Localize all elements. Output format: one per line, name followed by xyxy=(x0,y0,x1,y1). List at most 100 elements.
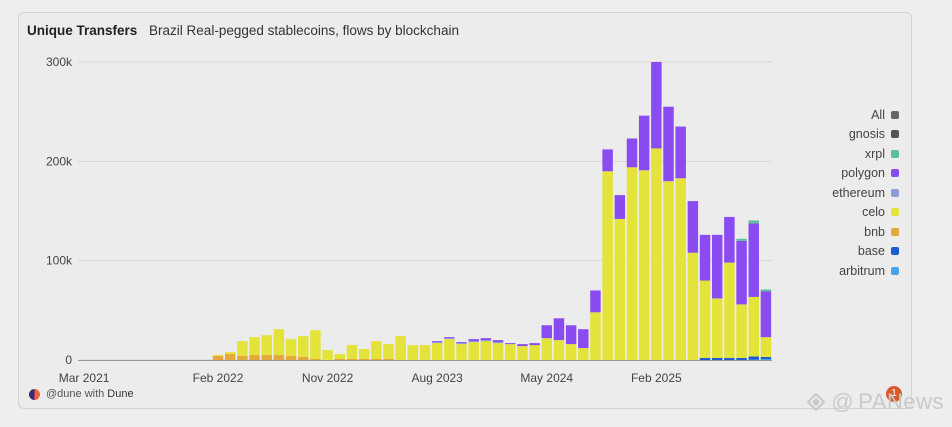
bar-bnb[interactable] xyxy=(249,355,260,360)
bar-ethereum[interactable] xyxy=(468,341,479,343)
bar-celo[interactable] xyxy=(565,344,577,360)
bar-polygon[interactable] xyxy=(760,291,772,338)
bar-polygon[interactable] xyxy=(541,325,552,339)
bar-celo[interactable] xyxy=(504,344,516,360)
bar-celo[interactable] xyxy=(444,339,455,360)
bar-polygon[interactable] xyxy=(602,149,613,172)
bar-xrpl[interactable] xyxy=(760,289,772,292)
bar-celo[interactable] xyxy=(431,343,443,360)
bar-celo[interactable] xyxy=(358,349,370,360)
bar-bnb[interactable] xyxy=(298,357,309,360)
bar-celo[interactable] xyxy=(371,341,382,360)
bar-ethereum[interactable] xyxy=(480,340,492,342)
bar-polygon[interactable] xyxy=(468,339,479,342)
bar-polygon[interactable] xyxy=(699,234,711,281)
bar-celo[interactable] xyxy=(651,148,662,360)
bar-arbitrum[interactable] xyxy=(748,359,759,361)
bar-celo[interactable] xyxy=(212,355,224,357)
bar-polygon[interactable] xyxy=(675,126,686,179)
legend-item-xrpl[interactable]: xrpl xyxy=(749,144,899,164)
bar-bnb[interactable] xyxy=(371,359,382,360)
bar-polygon[interactable] xyxy=(663,106,674,182)
bar-polygon[interactable] xyxy=(626,138,638,168)
bar-bnb[interactable] xyxy=(383,359,394,360)
bar-celo[interactable] xyxy=(590,312,601,360)
bar-polygon[interactable] xyxy=(724,216,735,263)
bar-base[interactable] xyxy=(748,356,759,360)
bar-celo[interactable] xyxy=(395,336,406,360)
bar-celo[interactable] xyxy=(663,181,674,360)
bar-celo[interactable] xyxy=(468,342,479,360)
bar-arbitrum[interactable] xyxy=(760,359,772,360)
bar-celo[interactable] xyxy=(383,344,394,360)
bar-bnb[interactable] xyxy=(261,355,272,360)
bar-celo[interactable] xyxy=(724,262,735,359)
bar-base[interactable] xyxy=(736,358,747,360)
bar-bnb[interactable] xyxy=(334,359,346,360)
bar-celo[interactable] xyxy=(310,330,321,360)
bar-celo[interactable] xyxy=(602,171,613,360)
bar-celo[interactable] xyxy=(480,341,492,360)
bar-celo[interactable] xyxy=(419,345,431,360)
bar-xrpl[interactable] xyxy=(748,220,759,224)
legend-item-gnosis[interactable]: gnosis xyxy=(749,125,899,145)
bar-celo[interactable] xyxy=(638,170,650,360)
bar-polygon[interactable] xyxy=(638,115,650,171)
bar-celo[interactable] xyxy=(261,335,272,356)
bar-polygon[interactable] xyxy=(687,201,699,253)
bar-celo[interactable] xyxy=(675,178,686,360)
bar-celo[interactable] xyxy=(553,340,565,360)
bar-polygon[interactable] xyxy=(529,343,540,346)
bar-bnb[interactable] xyxy=(224,354,236,360)
bar-polygon[interactable] xyxy=(590,290,601,313)
bar-ethereum[interactable] xyxy=(492,342,504,344)
bar-ethereum[interactable] xyxy=(444,338,455,340)
bar-celo[interactable] xyxy=(322,350,333,360)
bar-celo[interactable] xyxy=(346,345,358,360)
bar-celo[interactable] xyxy=(249,337,260,356)
bar-polygon[interactable] xyxy=(456,342,467,344)
bar-bnb[interactable] xyxy=(285,356,297,360)
bar-base[interactable] xyxy=(711,358,723,360)
bar-base[interactable] xyxy=(760,357,772,360)
bar-polygon[interactable] xyxy=(565,325,577,345)
bar-celo[interactable] xyxy=(578,348,589,360)
bar-polygon[interactable] xyxy=(711,234,723,299)
bar-bnb[interactable] xyxy=(346,359,358,360)
bar-celo[interactable] xyxy=(298,336,309,358)
legend-item-celo[interactable]: celo xyxy=(749,203,899,223)
bar-bnb[interactable] xyxy=(358,359,370,360)
bar-polygon[interactable] xyxy=(748,223,759,297)
bar-base[interactable] xyxy=(699,358,711,360)
bar-polygon[interactable] xyxy=(480,338,492,341)
bar-polygon[interactable] xyxy=(614,195,626,219)
legend-item-polygon[interactable]: polygon xyxy=(749,164,899,184)
bar-celo[interactable] xyxy=(237,341,248,357)
bar-polygon[interactable] xyxy=(578,329,589,349)
bar-base[interactable] xyxy=(724,358,735,360)
bar-celo[interactable] xyxy=(748,296,759,357)
bar-polygon[interactable] xyxy=(444,337,455,339)
bar-celo[interactable] xyxy=(626,167,638,360)
bar-polygon[interactable] xyxy=(517,344,528,347)
legend-item-arbitrum[interactable]: arbitrum xyxy=(749,261,899,281)
legend-item-all[interactable]: All xyxy=(749,105,899,125)
bar-bnb[interactable] xyxy=(237,356,248,360)
bar-polygon[interactable] xyxy=(492,340,504,343)
bar-polygon[interactable] xyxy=(504,343,516,345)
bar-xrpl[interactable] xyxy=(736,238,747,241)
bar-celo[interactable] xyxy=(273,329,285,356)
bar-celo[interactable] xyxy=(699,280,711,359)
bar-celo[interactable] xyxy=(760,337,772,358)
footer-credit[interactable]: @dune with Dune xyxy=(29,388,134,400)
bar-celo[interactable] xyxy=(285,339,297,357)
bar-ethereum[interactable] xyxy=(456,343,467,345)
bar-polygon[interactable] xyxy=(553,318,565,341)
legend-item-bnb[interactable]: bnb xyxy=(749,222,899,242)
bar-celo[interactable] xyxy=(614,218,626,360)
bar-polygon[interactable] xyxy=(431,341,443,343)
bar-celo[interactable] xyxy=(492,343,504,360)
bar-celo[interactable] xyxy=(711,298,723,359)
notification-badge[interactable]: 1 xyxy=(886,386,902,402)
legend-item-ethereum[interactable]: ethereum xyxy=(749,183,899,203)
